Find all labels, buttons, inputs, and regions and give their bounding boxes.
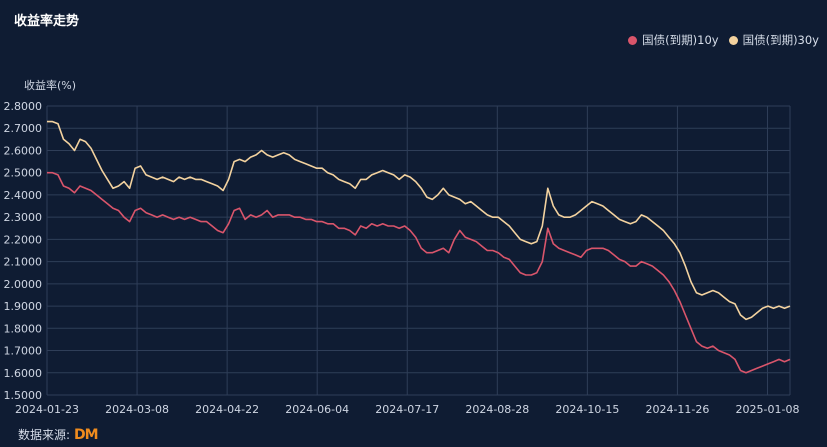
y-tick-label: 2.4000 [4, 189, 43, 202]
y-axis-ticks: 2.8000 2.7000 2.6000 2.5000 2.4000 2.3000 2.20… [4, 100, 43, 402]
y-tick-label: 1.9000 [4, 300, 43, 313]
y-tick-label: 2.0000 [4, 278, 43, 291]
y-tick-label: 2.3000 [4, 211, 43, 224]
x-tick-label: 2024-10-15 [555, 403, 619, 416]
data-source-label: 数据来源: [18, 428, 71, 442]
x-tick-label: 2024-11-26 [645, 403, 709, 416]
y-tick-label: 1.6000 [4, 367, 43, 380]
series-line-10y[interactable] [47, 171, 791, 374]
y-tick-label: 1.7000 [4, 345, 43, 358]
y-tick-label: 2.6000 [4, 144, 43, 157]
x-tick-label: 2024-01-23 [15, 403, 79, 416]
x-tick-label: 2024-06-04 [285, 403, 349, 416]
x-tick-label: 2025-01-08 [736, 403, 800, 416]
legend-item-30y[interactable]: 国债(到期)30y [728, 32, 819, 48]
x-tick-label: 2024-08-28 [465, 403, 529, 416]
y-axis-label: 收益率(%) [24, 78, 76, 92]
y-tick-label: 2.8000 [4, 100, 43, 113]
y-tick-label: 1.8000 [4, 322, 43, 335]
series-line-30y[interactable] [47, 120, 791, 321]
x-tick-label: 2024-07-17 [375, 403, 439, 416]
series-lines [47, 120, 791, 374]
grid-lines [46, 105, 791, 396]
legend-dot-10y [628, 35, 638, 45]
y-tick-label: 2.7000 [4, 122, 43, 135]
chart-title: 收益率走势 [14, 14, 80, 29]
y-tick-label: 2.1000 [4, 256, 43, 269]
legend-label-10y: 国债(到期)10y [642, 33, 719, 47]
x-tick-label: 2024-03-08 [105, 403, 169, 416]
data-source: 数据来源: DM [18, 426, 99, 443]
legend-label-30y: 国债(到期)30y [742, 33, 819, 47]
x-axis-ticks: 2024-01-23 2024-03-08 2024-04-22 2024-06-04… [15, 403, 799, 416]
dm-logo: DM [74, 426, 99, 443]
y-tick-label: 2.5000 [4, 167, 43, 180]
legend-dot-30y [728, 35, 738, 45]
y-tick-label: 1.5000 [4, 389, 43, 402]
legend-item-10y[interactable]: 国债(到期)10y [628, 32, 719, 48]
legend: 国债(到期)10y 国债(到期)30y [628, 32, 819, 48]
y-tick-label: 2.2000 [4, 233, 43, 246]
x-tick-label: 2024-04-22 [195, 403, 259, 416]
